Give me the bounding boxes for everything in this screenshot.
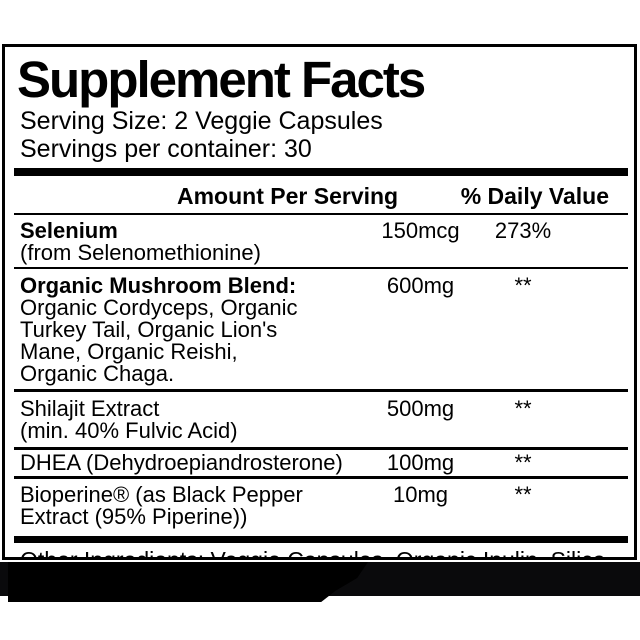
ingredient-daily-value: ** [514, 273, 532, 298]
header-daily-value: % Daily Value [460, 183, 609, 209]
ingredient-name-cell: Selenium (from Selenomethionine) [14, 220, 363, 264]
divider-thin-row [14, 267, 628, 269]
servings-per-container: Servings per container: 30 [20, 135, 312, 163]
ingredient-amount: 150mcg [381, 218, 460, 243]
ingredient-row: Organic Mushroom Blend: Organic Cordycep… [14, 269, 628, 389]
ingredient-amount: 600mg [386, 273, 455, 298]
ingredient-detail-line: (from Selenomethionine) [20, 240, 261, 265]
ingredient-name: Selenium [20, 218, 118, 243]
other-ingredients: Other Ingredients: Veggie Capsules, Orga… [20, 547, 612, 560]
ingredient-detail-line: Extract (95% Piperine)) [20, 504, 248, 529]
ingredient-detail-line: Turkey Tail, Organic Lion's [20, 317, 278, 342]
ingredient-name-cell: Shilajit Extract (min. 40% Fulvic Acid) [14, 398, 363, 442]
ingredient-row: Bioperine® (as Black Pepper Extract (95%… [14, 479, 628, 536]
ingredient-row: Selenium (from Selenomethionine) 150mcg … [14, 215, 628, 267]
ingredient-amount: 10mg [392, 482, 449, 507]
footer-obscured-text-blob [8, 562, 368, 602]
divider-thin-row [14, 389, 628, 392]
panel-title: Supplement Facts [17, 51, 426, 108]
ingredient-detail-line: Mane, Organic Reishi, [20, 339, 238, 364]
ingredient-name-cell: DHEA (Dehydroepiandrosterone) [14, 452, 363, 474]
ingredient-detail-line: Organic Chaga. [20, 361, 175, 386]
ingredient-name: Bioperine® (as Black Pepper [20, 482, 303, 507]
ingredient-daily-value: ** [514, 482, 532, 507]
serving-size: Serving Size: 2 Veggie Capsules [20, 107, 383, 135]
ingredient-detail-line: Organic Cordyceps, Organic [20, 295, 298, 320]
ingredient-daily-value: ** [514, 450, 532, 475]
ingredient-daily-value: 273% [494, 218, 552, 243]
ingredient-name-cell: Organic Mushroom Blend: Organic Cordycep… [14, 275, 363, 385]
divider-thin-header [14, 213, 628, 215]
header-amount-per-serving: Amount Per Serving [177, 183, 399, 209]
footer-band [0, 562, 640, 602]
divider-thin-row [14, 447, 628, 450]
divider-thin-row [14, 476, 628, 479]
table-header-row: Amount Per Serving % Daily Value [14, 176, 628, 213]
ingredient-name: DHEA (Dehydroepiandrosterone) [20, 450, 343, 475]
ingredient-amount: 500mg [386, 396, 455, 421]
ingredient-amount: 100mg [386, 450, 455, 475]
ingredient-row: DHEA (Dehydroepiandrosterone) 100mg ** [14, 450, 628, 476]
ingredient-name-cell: Bioperine® (as Black Pepper Extract (95%… [14, 484, 363, 528]
supplement-facts-panel: Supplement Facts Serving Size: 2 Veggie … [2, 44, 637, 560]
ingredient-rows: Selenium (from Selenomethionine) 150mcg … [14, 215, 628, 536]
ingredient-name: Shilajit Extract [20, 396, 160, 421]
divider-thick-bottom [14, 536, 628, 543]
ingredient-row: Shilajit Extract (min. 40% Fulvic Acid) … [14, 392, 628, 447]
ingredient-daily-value: ** [514, 396, 532, 421]
divider-thick-top [14, 168, 628, 176]
ingredient-name: Organic Mushroom Blend: [20, 273, 297, 298]
ingredient-detail-line: (min. 40% Fulvic Acid) [20, 418, 238, 443]
facts-table: Amount Per Serving % Daily Value Seleniu… [14, 168, 628, 560]
